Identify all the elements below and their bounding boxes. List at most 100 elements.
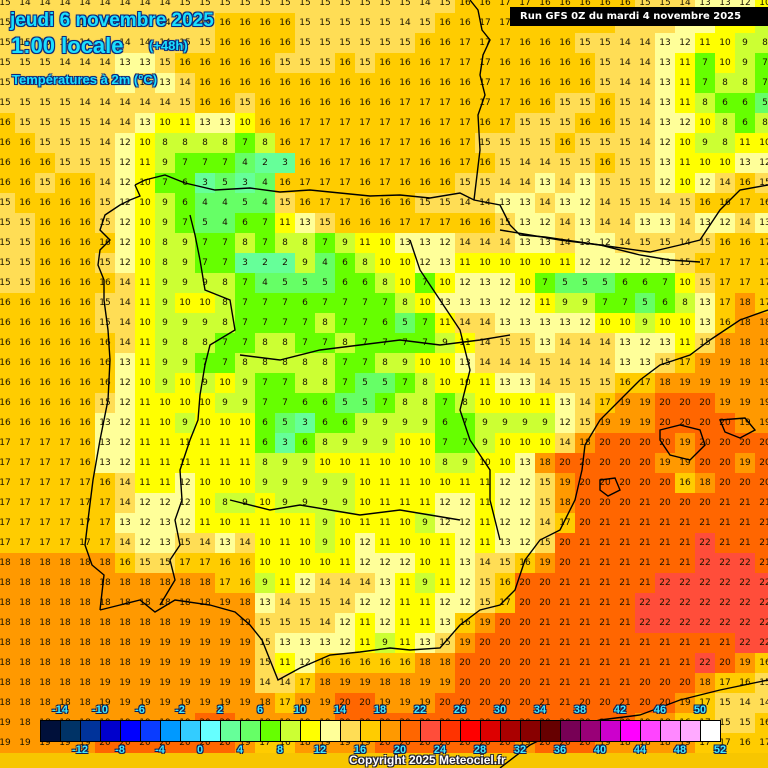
legend-label-top: 6 [256,704,264,716]
temperature-value: 12 [579,258,591,268]
temperature-value: 19 [699,378,711,388]
temperature-value: 4 [202,198,208,208]
temperature-value: 20 [579,498,591,508]
temperature-value: 22 [679,598,691,608]
temperature-value: 15 [219,0,231,8]
heatmap-cell [555,73,575,93]
temperature-value: 12 [119,198,131,208]
heatmap-cell [175,93,195,113]
temperature-value: 14 [479,318,491,328]
temperature-value: 15 [59,138,71,148]
temperature-value: 19 [199,658,211,668]
temperature-value: 6 [322,418,328,428]
temperature-value: 10 [419,458,431,468]
legend-label-top: 10 [293,704,307,716]
temperature-value: 9 [282,458,288,468]
legend-swatch [401,721,421,741]
temperature-value: 16 [59,418,71,428]
temperature-value: 17 [439,218,451,228]
temperature-value: 14 [639,138,651,148]
temperature-value: 15 [319,58,331,68]
temperature-value: 21 [699,638,711,648]
temperature-value: 8 [302,238,308,248]
temperature-value: 15 [599,178,611,188]
legend-swatch [161,721,181,741]
temperature-value: 9 [502,418,508,428]
temperature-value: 12 [559,418,571,428]
temperature-value: 15 [0,198,11,208]
temperature-value: 21 [639,638,651,648]
temperature-value: 17 [459,118,471,128]
temperature-value: 14 [639,78,651,88]
heatmap-cell [535,93,555,113]
temperature-value: 20 [359,698,371,708]
temperature-value: 16 [499,58,511,68]
temperature-value: 14 [479,558,491,568]
temperature-value: 20 [719,478,731,488]
temperature-value: 18 [39,558,51,568]
temperature-value: 6 [302,298,308,308]
temperature-value: 15 [499,338,511,348]
heatmap-cell [215,53,235,73]
temperature-value: 16 [19,318,31,328]
temperature-value: 15 [59,118,71,128]
heatmap-cell [315,113,335,133]
temperature-value: 15 [679,258,691,268]
temperature-value: 22 [719,558,731,568]
temperature-value: 12 [759,158,768,168]
temperature-value: 20 [559,558,571,568]
temperature-value: 11 [139,278,151,288]
temperature-value: 10 [499,398,511,408]
temperature-value: 20 [519,638,531,648]
temperature-value: 17 [59,538,71,548]
temperature-value: 14 [319,618,331,628]
temperature-value: 14 [679,218,691,228]
temperature-value: 16 [0,338,11,348]
heatmap-cell [355,53,375,73]
temperature-value: 12 [459,518,471,528]
temperature-value: 17 [319,198,331,208]
heatmap-cell [315,153,335,173]
temperature-value: 21 [659,638,671,648]
heatmap-cell [755,93,768,113]
temperature-value: 11 [399,498,411,508]
temperature-value: 16 [79,298,91,308]
temperature-value: 15 [559,378,571,388]
temperature-value: 11 [179,458,191,468]
temperature-value: 12 [379,618,391,628]
temperature-value: 17 [339,198,351,208]
temperature-value: 20 [719,658,731,668]
temperature-value: 19 [199,618,211,628]
temperature-value: 9 [322,498,328,508]
temperature-value: 17 [479,18,491,28]
temperature-value: 21 [539,658,551,668]
temperature-value: 15 [519,138,531,148]
temperature-value: 16 [559,38,571,48]
heatmap-cell [55,133,75,153]
temperature-value: 17 [179,558,191,568]
temperature-value: 12 [139,518,151,528]
temperature-value: 21 [659,558,671,568]
temperature-value: 8 [262,338,268,348]
temperature-value: 16 [99,478,111,488]
heatmap-cell [155,73,175,93]
temperature-value: 16 [399,78,411,88]
temperature-value: 3 [242,178,248,188]
temperature-value: 19 [219,598,231,608]
temperature-value: 11 [139,338,151,348]
temperature-value: 19 [139,638,151,648]
temperature-value: 10 [479,398,491,408]
temperature-value: 15 [459,178,471,188]
heatmap-cell [15,173,35,193]
temperature-value: 15 [619,98,631,108]
temperature-value: 16 [519,78,531,88]
legend-label-bottom: -12 [72,744,88,756]
heatmap-cell [755,73,768,93]
temperature-value: 11 [379,538,391,548]
temperature-value: 17 [99,498,111,508]
temperature-value: 12 [399,558,411,568]
temperature-value: 19 [399,698,411,708]
temperature-value: 15 [539,498,551,508]
temperature-value: 16 [599,98,611,108]
temperature-value: 17 [459,158,471,168]
